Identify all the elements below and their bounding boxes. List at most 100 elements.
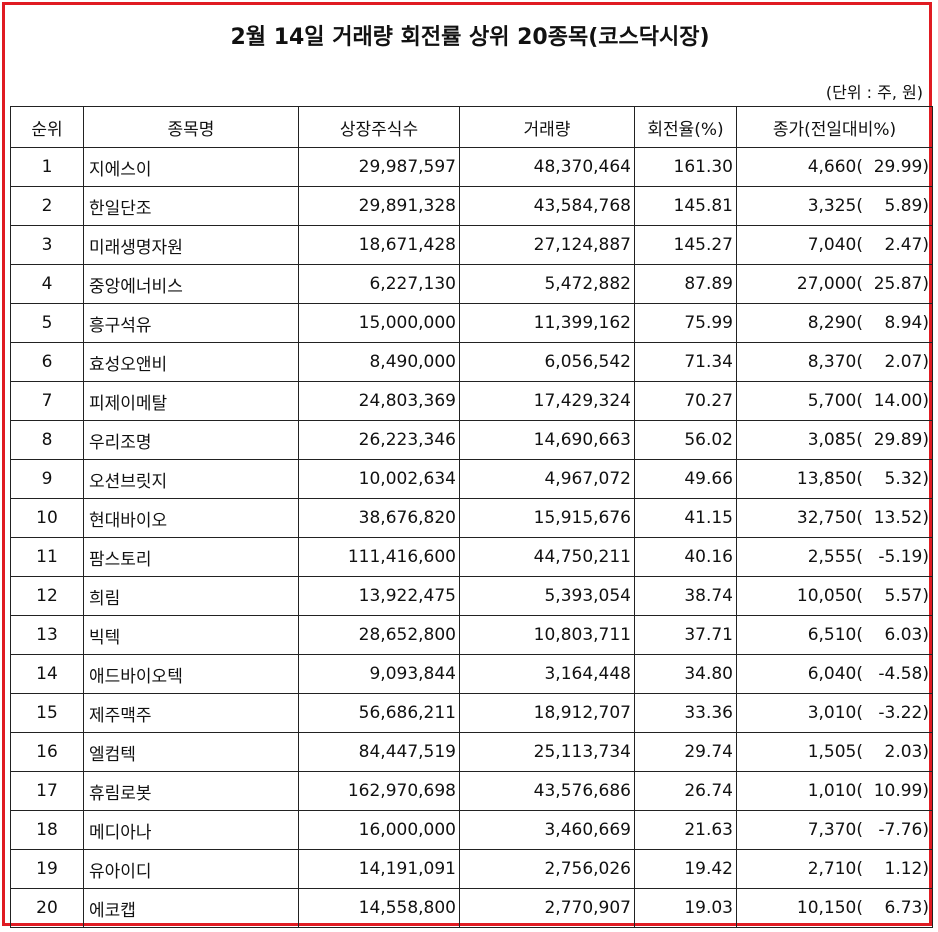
table-row: 2 한일단조 29,891,328 43,584,768 145.81 3,325(5.8… (10, 186, 933, 226)
turnover-cell: 75.99 (634, 303, 737, 343)
volume-cell: 43,576,686 (459, 771, 635, 811)
turnover-cell: 21.63 (634, 810, 737, 850)
rank-cell: 6 (10, 342, 84, 382)
header-turnover: 회전율(%) (634, 106, 737, 148)
close-price-value: 2,710( (807, 859, 863, 879)
rank-cell: 5 (10, 303, 84, 343)
volume-cell: 15,915,676 (459, 498, 635, 538)
close-price-cell: 2,710( 1.12) (736, 849, 933, 889)
rank-cell: 12 (10, 576, 84, 616)
turnover-cell: 26.74 (634, 771, 737, 811)
rank-cell: 3 (10, 225, 84, 265)
close-price-value: 13,850( (796, 469, 863, 489)
listed-shares-cell: 56,686,211 (298, 693, 460, 733)
price-change-value: 2.07) (884, 352, 929, 372)
close-price-value: 8,370( (807, 352, 863, 372)
listed-shares-cell: 6,227,130 (298, 264, 460, 304)
stock-name-cell: 오션브릿지 (83, 459, 299, 499)
close-price-cell: 2,555(-5.19) (736, 537, 933, 577)
table-row: 18 메디아나 16,000,000 3,460,669 21.63 7,370(-7.7… (10, 810, 933, 850)
close-price-value: 7,370( (807, 820, 863, 840)
turnover-cell: 161.30 (634, 147, 737, 187)
turnover-cell: 38.74 (634, 576, 737, 616)
price-change-value: 1.12) (884, 859, 929, 879)
volume-cell: 3,460,669 (459, 810, 635, 850)
close-price-value: 5,700( (807, 391, 863, 411)
ranking-table: 순위 종목명 상장주식수 거래량 회전율(%) 종가(전일대비%) 1 지에스이 2… (10, 106, 933, 928)
close-price-value: 3,085( (807, 430, 863, 450)
price-change-value: 6.73) (884, 898, 929, 918)
header-rank: 순위 (10, 106, 84, 148)
listed-shares-cell: 111,416,600 (298, 537, 460, 577)
close-price-value: 6,040( (807, 664, 863, 684)
unit-note: (단위 : 주, 원) (825, 83, 923, 102)
stock-name-cell: 미래생명자원 (83, 225, 299, 265)
volume-cell: 5,472,882 (459, 264, 635, 304)
table-body: 1 지에스이 29,987,597 48,370,464 161.30 4,660(29.… (10, 147, 933, 928)
close-price-cell: 1,505(2.03) (736, 732, 933, 772)
close-price-cell: 6,040( -4.58) (736, 654, 933, 694)
stock-name-cell: 메디아나 (83, 810, 299, 850)
rank-cell: 16 (10, 732, 84, 772)
table-row: 20 에코캡 14,558,800 2,770,907 19.03 10,150(6.73… (10, 888, 933, 928)
header-name: 종목명 (83, 106, 299, 148)
close-price-cell: 6,510(6.03) (736, 615, 933, 655)
close-price-cell: 7,370( -7.76) (736, 810, 933, 850)
rank-cell: 14 (10, 654, 84, 694)
close-price-value: 1,010( (807, 781, 863, 801)
close-price-cell: 3,325(5.89) (736, 186, 933, 226)
close-price-cell: 8,290(8.94) (736, 303, 933, 343)
rank-cell: 17 (10, 771, 84, 811)
listed-shares-cell: 38,676,820 (298, 498, 460, 538)
price-change-value: 6.03) (884, 625, 929, 645)
volume-cell: 43,584,768 (459, 186, 635, 226)
rank-cell: 4 (10, 264, 84, 304)
table-row: 12 희림 13,922,475 5,393,054 38.74 10,050(5.57) (10, 576, 933, 616)
close-price-cell: 13,850(5.32) (736, 459, 933, 499)
price-change-value: 13.52) (873, 508, 929, 528)
rank-cell: 1 (10, 147, 84, 187)
table-row: 5 흥구석유 15,000,000 11,399,162 75.99 8,290(8.94… (10, 303, 933, 343)
header-close: 종가(전일대비%) (736, 106, 933, 148)
listed-shares-cell: 28,652,800 (298, 615, 460, 655)
close-price-cell: 7,040(2.47) (736, 225, 933, 265)
stock-name-cell: 애드바이오텍 (83, 654, 299, 694)
close-price-value: 1,505( (807, 742, 863, 762)
price-change-value: -7.76) (878, 820, 929, 840)
stock-name-cell: 빅텍 (83, 615, 299, 655)
close-price-value: 10,050( (796, 586, 863, 606)
table-row: 3 미래생명자원 18,671,428 27,124,887 145.27 7,040(2… (10, 225, 933, 265)
table-row: 15 제주맥주 56,686,211 18,912,707 33.36 3,010(-3.… (10, 693, 933, 733)
listed-shares-cell: 24,803,369 (298, 381, 460, 421)
close-price-cell: 27,000(25.87) (736, 264, 933, 304)
rank-cell: 19 (10, 849, 84, 889)
volume-cell: 4,967,072 (459, 459, 635, 499)
header-listed-shares: 상장주식수 (298, 106, 460, 148)
close-price-value: 32,750( (796, 508, 863, 528)
table-row: 19 유아이디 14,191,091 2,756,026 19.42 2,710(1.12… (10, 849, 933, 889)
price-change-value: -4.58) (878, 664, 929, 684)
listed-shares-cell: 10,002,634 (298, 459, 460, 499)
table-row: 8 우리조명 26,223,346 14,690,663 56.02 3,085(29.8… (10, 420, 933, 460)
close-price-cell: 32,750( 13.52) (736, 498, 933, 538)
close-price-value: 4,660( (807, 157, 863, 177)
volume-cell: 27,124,887 (459, 225, 635, 265)
rank-cell: 7 (10, 381, 84, 421)
listed-shares-cell: 14,558,800 (298, 888, 460, 928)
volume-cell: 14,690,663 (459, 420, 635, 460)
table-row: 10 현대바이오 38,676,820 15,915,676 41.15 32,750(1… (10, 498, 933, 538)
stock-name-cell: 팜스토리 (83, 537, 299, 577)
volume-cell: 17,429,324 (459, 381, 635, 421)
turnover-cell: 41.15 (634, 498, 737, 538)
close-price-value: 8,290( (807, 313, 863, 333)
close-price-cell: 3,010(-3.22) (736, 693, 933, 733)
stock-name-cell: 한일단조 (83, 186, 299, 226)
stock-name-cell: 지에스이 (83, 147, 299, 187)
rank-cell: 2 (10, 186, 84, 226)
close-price-value: 10,150( (796, 898, 863, 918)
close-price-value: 7,040( (807, 235, 863, 255)
header-row: 순위 종목명 상장주식수 거래량 회전율(%) 종가(전일대비%) (10, 106, 933, 148)
table-row: 11 팜스토리 111,416,600 44,750,211 40.16 2,555(-5… (10, 537, 933, 577)
table-row: 13 빅텍 28,652,800 10,803,711 37.71 6,510(6.03) (10, 615, 933, 655)
